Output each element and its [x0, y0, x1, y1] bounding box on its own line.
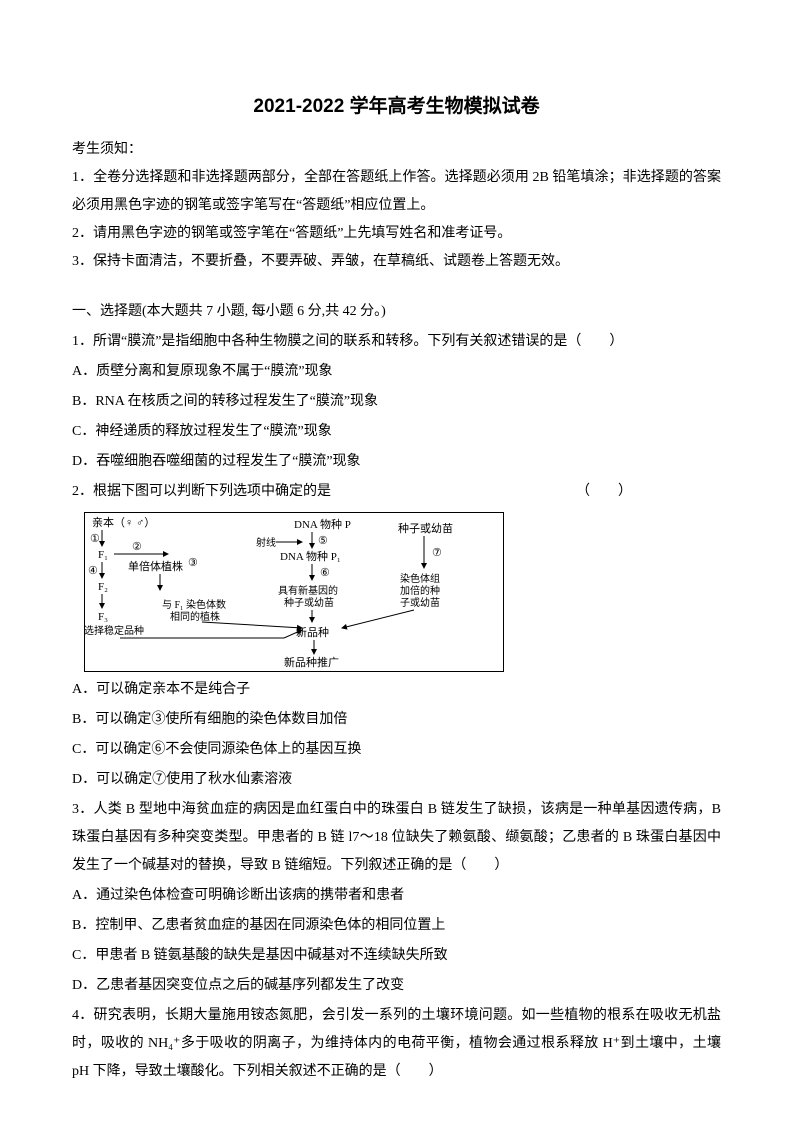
q3-B: B．控制甲、乙患者贫血症的基因在同源染色体的相同位置上 [72, 912, 721, 940]
notice-item-1: 1．全卷分选择题和非选择题两部分，全部在答题纸上作答。选择题必须用 2B 铅笔填… [72, 164, 721, 220]
page-title: 2021-2022 学年高考生物模拟试卷 [72, 88, 721, 126]
dg-newgene-l2: 种子或幼苗 [284, 596, 334, 609]
q3-A: A．通过染色体检查可明确诊断出该病的携带者和患者 [72, 882, 721, 910]
dg-F1: F₁ [98, 549, 108, 561]
dg-n5: ⑤ [318, 535, 328, 547]
dg-n3: ③ [188, 557, 198, 569]
dg-newgene-l1: 具有新基因的 [278, 584, 338, 597]
q4-stem: 4．研究表明，长期大量施用铵态氮肥，会引发一系列的土壤环境问题。如一些植物的根系… [72, 1002, 721, 1086]
q1-C: C．神经递质的释放过程发生了“膜流”现象 [72, 418, 721, 446]
dg-parent: 亲本（♀ ♂） [92, 515, 155, 529]
notice-item-3: 3．保持卡面清洁，不要折叠，不要弄破、弄皱，在草稿纸、试题卷上答题无效。 [72, 248, 721, 276]
dg-promote: 新品种推广 [284, 655, 339, 669]
dg-withF-l2: 相同的植株 [170, 610, 220, 623]
q3-C: C．甲患者 B 链氨基酸的缺失是基因中碱基对不连续缺失所致 [72, 942, 721, 970]
dg-withF-l1: 与 F₁ 染色体数 [162, 598, 226, 611]
q2-C: C．可以确定⑥不会使同源染色体上的基因互换 [72, 736, 721, 764]
q2-B: B．可以确定③使所有细胞的染色体数目加倍 [72, 706, 721, 734]
dg-double-l1: 染色体组 [400, 572, 440, 585]
q3-D: D．乙患者基因突变位点之后的碱基序列都发生了改变 [72, 972, 721, 1000]
q2-diagram: 亲本（♀ ♂） ① F₁ ② 单倍体植株 ③ ④ F₂ F₃ 选择稳定品种 与 … [84, 512, 721, 672]
dg-newvar: 新品种 [296, 625, 329, 639]
dg-ray: 射线 [256, 536, 276, 549]
q2-stem: 2．根据下图可以判断下列选项中确定的是 （ ） [72, 478, 721, 506]
dg-seed: 种子或幼苗 [398, 521, 453, 535]
dg-n7: ⑦ [432, 547, 442, 559]
q1-A: A．质壁分离和复原现象不属于“膜流”现象 [72, 358, 721, 386]
q2-A: A．可以确定亲本不是纯合子 [72, 676, 721, 704]
dg-F3: F₃ [98, 611, 108, 623]
notice-head: 考生须知： [72, 136, 721, 164]
dg-F2: F₂ [98, 581, 108, 593]
dg-n6: ⑥ [320, 567, 330, 579]
q1-B: B．RNA 在核质之间的转移过程发生了“膜流”现象 [72, 388, 721, 416]
dg-double-l2: 加倍的种 [400, 584, 440, 597]
section-a-head: 一、选择题(本大题共 7 小题, 每小题 6 分,共 42 分。) [72, 298, 721, 326]
dg-danti: 单倍体植株 [128, 559, 183, 573]
dg-n4: ④ [88, 565, 98, 577]
dg-dnaP: DNA 物种 P [294, 517, 351, 531]
dg-n1: ① [90, 533, 100, 545]
q2-D: D．可以确定⑦使用了秋水仙素溶液 [72, 766, 721, 794]
dg-select: 选择稳定品种 [84, 624, 144, 637]
q3-stem: 3．人类 B 型地中海贫血症的病因是血红蛋白中的珠蛋白 B 链发生了缺损，该病是… [72, 796, 721, 880]
dg-dnaP1: DNA 物种 P₁ [280, 549, 341, 563]
q1-stem: 1．所谓“膜流”是指细胞中各种生物膜之间的联系和转移。下列有关叙述错误的是（ ） [72, 328, 721, 356]
q1-D: D．吞噬细胞吞噬细菌的过程发生了“膜流”现象 [72, 448, 721, 476]
dg-double-l3: 子或幼苗 [400, 596, 440, 609]
dg-n2: ② [132, 541, 142, 553]
notice-item-2: 2．请用黑色字迹的钢笔或签字笔在“答题纸”上先填写姓名和准考证号。 [72, 220, 721, 248]
